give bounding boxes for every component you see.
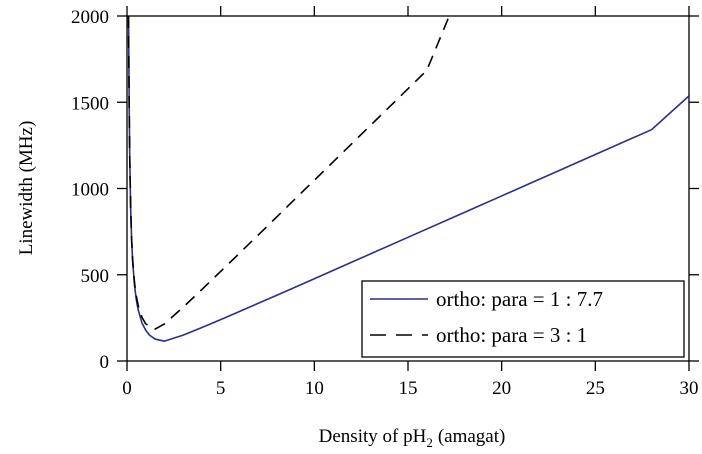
series-line-0	[127, 16, 689, 342]
x-axis-label: Density of pH2 (amagat)	[319, 426, 506, 450]
x-tick-label-0: 0	[122, 378, 132, 399]
x-tick-label-2: 10	[305, 378, 324, 399]
x-axis-label-subscript: 2	[426, 435, 433, 450]
series-layer	[127, 16, 689, 342]
tick-labels: 0 5 10 15 20 25 30 0 500 1000 1500 2000	[71, 7, 699, 399]
y-tick-label-0: 0	[100, 352, 110, 373]
x-tick-label-6: 30	[680, 378, 699, 399]
axis-ticks	[117, 6, 699, 371]
y-tick-label-3: 1500	[71, 93, 109, 114]
x-axis-label-unit: (amagat)	[438, 426, 506, 447]
series-line-1	[127, 16, 450, 330]
x-tick-label-4: 20	[492, 378, 511, 399]
y-axis-label: Linewidth (MHz)	[16, 121, 37, 256]
legend-box	[361, 280, 685, 358]
legend: ortho: para = 1 : 7.7 ortho: para = 3 : …	[361, 280, 685, 358]
y-tick-label-2: 1000	[71, 180, 109, 201]
y-tick-label-4: 2000	[71, 7, 109, 28]
legend-label-series-1: ortho: para = 3 : 1	[436, 323, 587, 347]
x-tick-label-5: 25	[586, 378, 605, 399]
legend-label-series-0: ortho: para = 1 : 7.7	[436, 287, 603, 311]
x-tick-label-1: 5	[216, 378, 226, 399]
x-tick-label-3: 15	[399, 378, 418, 399]
y-tick-label-1: 500	[81, 266, 110, 287]
